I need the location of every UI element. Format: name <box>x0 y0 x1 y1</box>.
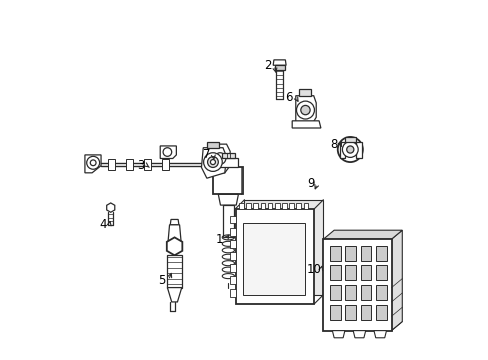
Polygon shape <box>168 225 181 241</box>
Polygon shape <box>289 203 293 209</box>
Text: 10: 10 <box>306 263 321 276</box>
Polygon shape <box>296 203 301 209</box>
Circle shape <box>207 157 218 167</box>
Circle shape <box>342 141 357 157</box>
Polygon shape <box>230 216 235 224</box>
Text: 9: 9 <box>306 177 314 190</box>
Circle shape <box>337 137 362 162</box>
Polygon shape <box>292 121 320 128</box>
Polygon shape <box>360 265 371 280</box>
Polygon shape <box>345 305 355 320</box>
Polygon shape <box>375 265 386 280</box>
Polygon shape <box>222 153 234 158</box>
Text: 2: 2 <box>264 59 271 72</box>
Circle shape <box>203 153 222 171</box>
Polygon shape <box>166 237 182 255</box>
Polygon shape <box>345 285 355 300</box>
Polygon shape <box>106 203 115 212</box>
Polygon shape <box>167 288 182 302</box>
Polygon shape <box>267 203 272 209</box>
Polygon shape <box>222 205 234 237</box>
Polygon shape <box>230 276 235 284</box>
Polygon shape <box>355 142 361 158</box>
Polygon shape <box>345 246 355 261</box>
Circle shape <box>86 156 100 169</box>
Polygon shape <box>282 203 286 209</box>
Circle shape <box>346 146 353 153</box>
Polygon shape <box>329 285 340 300</box>
Circle shape <box>296 101 314 119</box>
Text: 3: 3 <box>137 159 144 172</box>
Polygon shape <box>295 96 316 125</box>
Polygon shape <box>218 158 238 167</box>
Polygon shape <box>329 265 340 280</box>
Polygon shape <box>329 305 340 320</box>
Polygon shape <box>206 142 219 148</box>
Polygon shape <box>170 220 179 225</box>
Polygon shape <box>201 148 226 178</box>
Polygon shape <box>360 285 371 300</box>
Polygon shape <box>230 228 235 235</box>
Polygon shape <box>345 265 355 280</box>
Polygon shape <box>253 203 258 209</box>
Polygon shape <box>274 65 284 69</box>
Polygon shape <box>360 305 371 320</box>
Polygon shape <box>391 230 402 330</box>
Text: 6: 6 <box>285 91 292 104</box>
Text: 4: 4 <box>99 218 106 231</box>
Polygon shape <box>244 200 323 295</box>
Polygon shape <box>360 246 371 261</box>
Polygon shape <box>230 252 235 260</box>
Polygon shape <box>352 330 365 338</box>
Polygon shape <box>213 167 243 194</box>
Text: 8: 8 <box>330 138 337 150</box>
Polygon shape <box>339 142 344 158</box>
Polygon shape <box>230 264 235 272</box>
Text: 7: 7 <box>203 148 210 161</box>
Polygon shape <box>273 60 285 65</box>
Polygon shape <box>274 203 279 209</box>
Polygon shape <box>373 330 386 338</box>
Polygon shape <box>167 255 182 288</box>
Polygon shape <box>329 246 340 261</box>
Polygon shape <box>375 305 386 320</box>
Circle shape <box>210 159 215 165</box>
Circle shape <box>300 105 309 115</box>
Polygon shape <box>160 146 176 158</box>
Polygon shape <box>162 159 169 170</box>
Polygon shape <box>299 89 310 96</box>
Circle shape <box>214 153 225 164</box>
Polygon shape <box>375 246 386 261</box>
Text: 1: 1 <box>215 233 223 246</box>
Polygon shape <box>239 203 244 209</box>
Polygon shape <box>344 137 355 142</box>
Polygon shape <box>235 209 314 304</box>
Polygon shape <box>303 203 308 209</box>
Circle shape <box>90 160 96 166</box>
Polygon shape <box>85 155 101 173</box>
Polygon shape <box>144 159 151 170</box>
Polygon shape <box>210 144 230 173</box>
Polygon shape <box>246 203 250 209</box>
Polygon shape <box>323 230 402 239</box>
Polygon shape <box>108 159 115 170</box>
Polygon shape <box>332 330 344 338</box>
Polygon shape <box>230 289 235 297</box>
Circle shape <box>163 148 171 156</box>
Text: 5: 5 <box>158 274 165 287</box>
Polygon shape <box>242 223 305 295</box>
Polygon shape <box>323 239 391 330</box>
Polygon shape <box>230 240 235 248</box>
Polygon shape <box>126 159 133 170</box>
Polygon shape <box>218 194 238 205</box>
Polygon shape <box>375 285 386 300</box>
Polygon shape <box>260 203 265 209</box>
